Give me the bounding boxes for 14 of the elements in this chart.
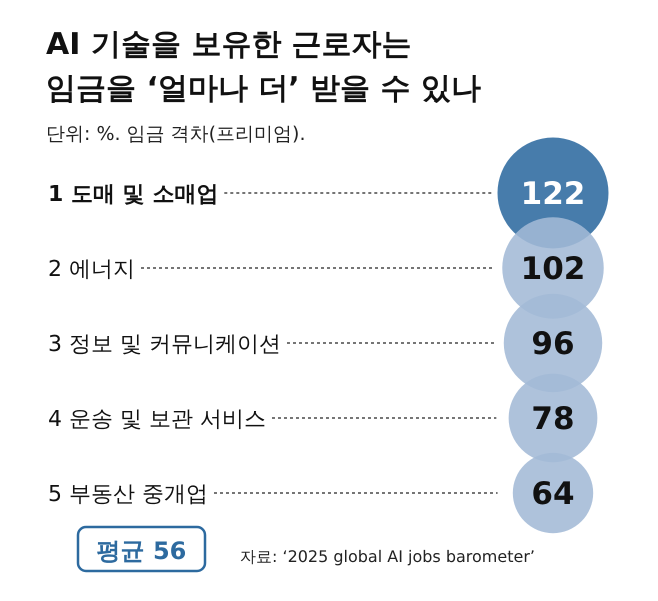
category-label: 3 정보 및 커뮤니케이션 [48,332,281,357]
data-label: 122 [520,176,586,212]
data-label: 102 [520,251,586,287]
category-label: 1 도매 및 소매업 [48,182,218,207]
category-label: 5 부동산 중개업 [48,482,208,507]
text: 자료: ‘2025 global AI jobs barometer’ [240,547,535,566]
data-label: 96 [531,326,575,362]
text: 평균 56 [96,537,186,565]
category-label: 4 운송 및 보관 서비스 [48,407,266,432]
text: AI 기술을 보유한 근로자는 임금을 ‘얼마나 더’ 받을 수 있나 [46,27,482,106]
category-label: 2 에너지 [48,257,135,282]
text: 단위: %. 임금 격차(프리미엄). [46,123,306,145]
data-label: 78 [531,401,575,437]
data-label: 64 [531,476,575,512]
